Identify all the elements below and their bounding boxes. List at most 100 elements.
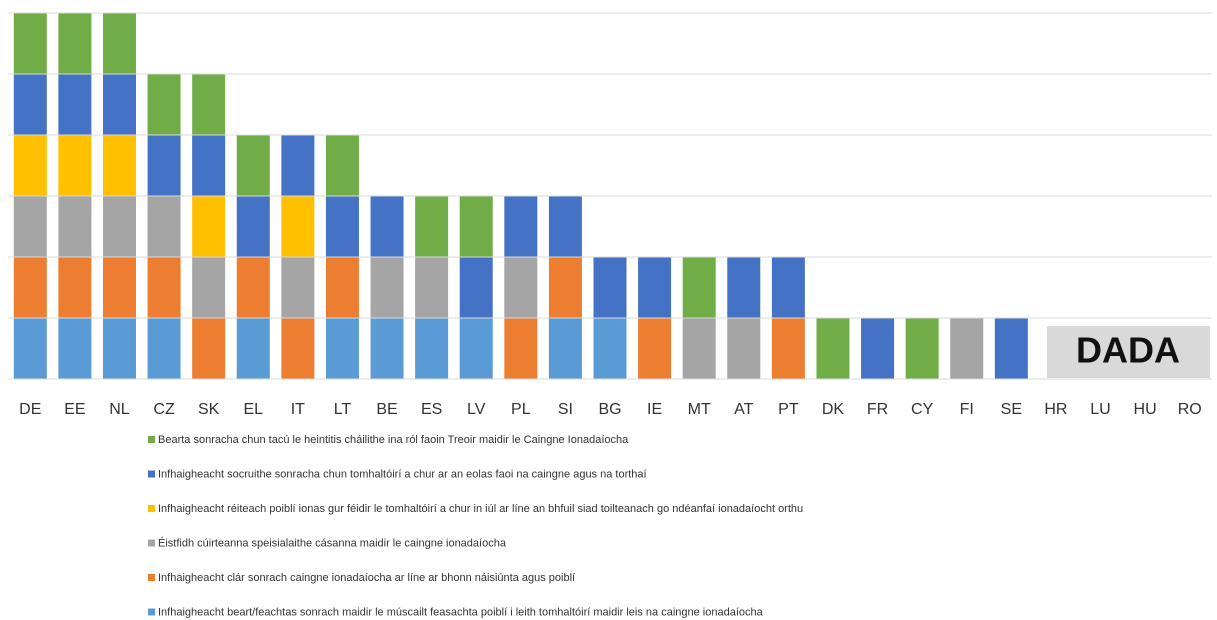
x-tick-label: IT [291, 401, 305, 418]
x-tick-label: PL [511, 401, 531, 418]
x-tick-label: HR [1044, 401, 1067, 418]
x-tick-label: MT [688, 401, 711, 418]
bar-segment [370, 318, 404, 379]
bar-segment [816, 318, 850, 379]
bar-segment [13, 13, 47, 74]
bar-segment [102, 135, 136, 196]
bar-segment [548, 257, 582, 318]
bar-segment [415, 318, 449, 379]
legend-swatch [148, 539, 155, 547]
bar-segment [504, 196, 538, 257]
bar-segment [236, 135, 270, 196]
bar-segment [58, 257, 92, 318]
x-tick-label: DE [19, 401, 41, 418]
bar-segment [905, 318, 939, 379]
bar-segment [593, 318, 627, 379]
bar-segment [370, 257, 404, 318]
bar-segment [459, 318, 493, 379]
x-tick-label: FR [867, 401, 888, 418]
x-tick-label: SK [198, 401, 220, 418]
bar-segment [102, 196, 136, 257]
bar-segment [638, 257, 672, 318]
bar-segment [771, 257, 805, 318]
legend-label: Infhaigheacht réiteach poiblí ionas gur … [158, 503, 803, 515]
x-tick-label: ES [421, 401, 442, 418]
x-tick-label: NL [109, 401, 130, 418]
bar-segment [325, 196, 359, 257]
bar-segment [994, 318, 1028, 379]
bar-segment [58, 196, 92, 257]
bar-segment [147, 196, 181, 257]
bar-segment [950, 318, 984, 379]
bar-segment [548, 196, 582, 257]
bar-segment [236, 318, 270, 379]
x-tick-label: IE [647, 401, 662, 418]
bar-segment [13, 74, 47, 135]
bar-segment [147, 135, 181, 196]
x-tick-label: DK [822, 401, 845, 418]
bar-segment [682, 318, 716, 379]
bar-segment [58, 13, 92, 74]
bar-segment [102, 318, 136, 379]
x-tick-label: LU [1090, 401, 1110, 418]
bar-segment [58, 318, 92, 379]
legend-swatch [148, 470, 155, 478]
legend-label: Éistfidh cúirteanna speisialaithe cásann… [158, 536, 507, 549]
x-tick-label: HU [1134, 401, 1157, 418]
bar-segment [281, 135, 315, 196]
bar-segment [147, 318, 181, 379]
annotation-box [1047, 326, 1210, 378]
bar-segment [325, 257, 359, 318]
bar-segment [102, 74, 136, 135]
legend-label: Bearta sonracha chun tacú le heintitis c… [158, 434, 629, 446]
legend-swatch [148, 608, 155, 616]
x-tick-label: BG [598, 401, 621, 418]
bar-segment [548, 318, 582, 379]
x-tick-label: LV [467, 401, 486, 418]
bar-segment [192, 135, 226, 196]
legend-swatch [148, 505, 155, 512]
x-tick-label: EE [64, 401, 85, 418]
legend-swatch [148, 574, 155, 581]
bar-segment [236, 257, 270, 318]
bar-segment [192, 74, 226, 135]
legend-label: Infhaigheacht beart/feachtas sonrach mai… [158, 606, 764, 618]
bar-segment [13, 318, 47, 379]
x-tick-label: BE [376, 401, 397, 418]
bar-segment [727, 257, 761, 318]
bar-segment [593, 257, 627, 318]
bar-segment [325, 318, 359, 379]
bar-segment [147, 257, 181, 318]
bar-segment [192, 318, 226, 379]
bar-segment [325, 135, 359, 196]
bar-segment [192, 257, 226, 318]
bar-segment [236, 196, 270, 257]
bar-segment [13, 135, 47, 196]
bar-segment [58, 74, 92, 135]
legend-label: Infhaigheacht clár sonrach caingne ionad… [158, 572, 575, 584]
legend-label: Infhaigheacht socruithe sonracha chun to… [158, 468, 647, 480]
bar-segment [192, 196, 226, 257]
x-tick-label: LT [334, 401, 352, 418]
x-tick-label: PT [778, 401, 799, 418]
x-tick-label: RO [1178, 401, 1202, 418]
bar-segment [102, 13, 136, 74]
legend-swatch [148, 436, 155, 443]
x-tick-label: SE [1001, 401, 1022, 418]
bar-segment [638, 318, 672, 379]
bar-segment [771, 318, 805, 379]
bar-segment [281, 196, 315, 257]
bar-segment [459, 196, 493, 257]
x-tick-label: FI [960, 401, 974, 418]
x-tick-label: EL [243, 401, 263, 418]
bar-segment [727, 318, 761, 379]
bar-segment [13, 257, 47, 318]
bar-segment [504, 318, 538, 379]
bar-segment [281, 318, 315, 379]
bar-segment [504, 257, 538, 318]
x-tick-label: CZ [153, 401, 175, 418]
bar-segment [415, 257, 449, 318]
bar-segment [281, 257, 315, 318]
bar-segment [13, 196, 47, 257]
